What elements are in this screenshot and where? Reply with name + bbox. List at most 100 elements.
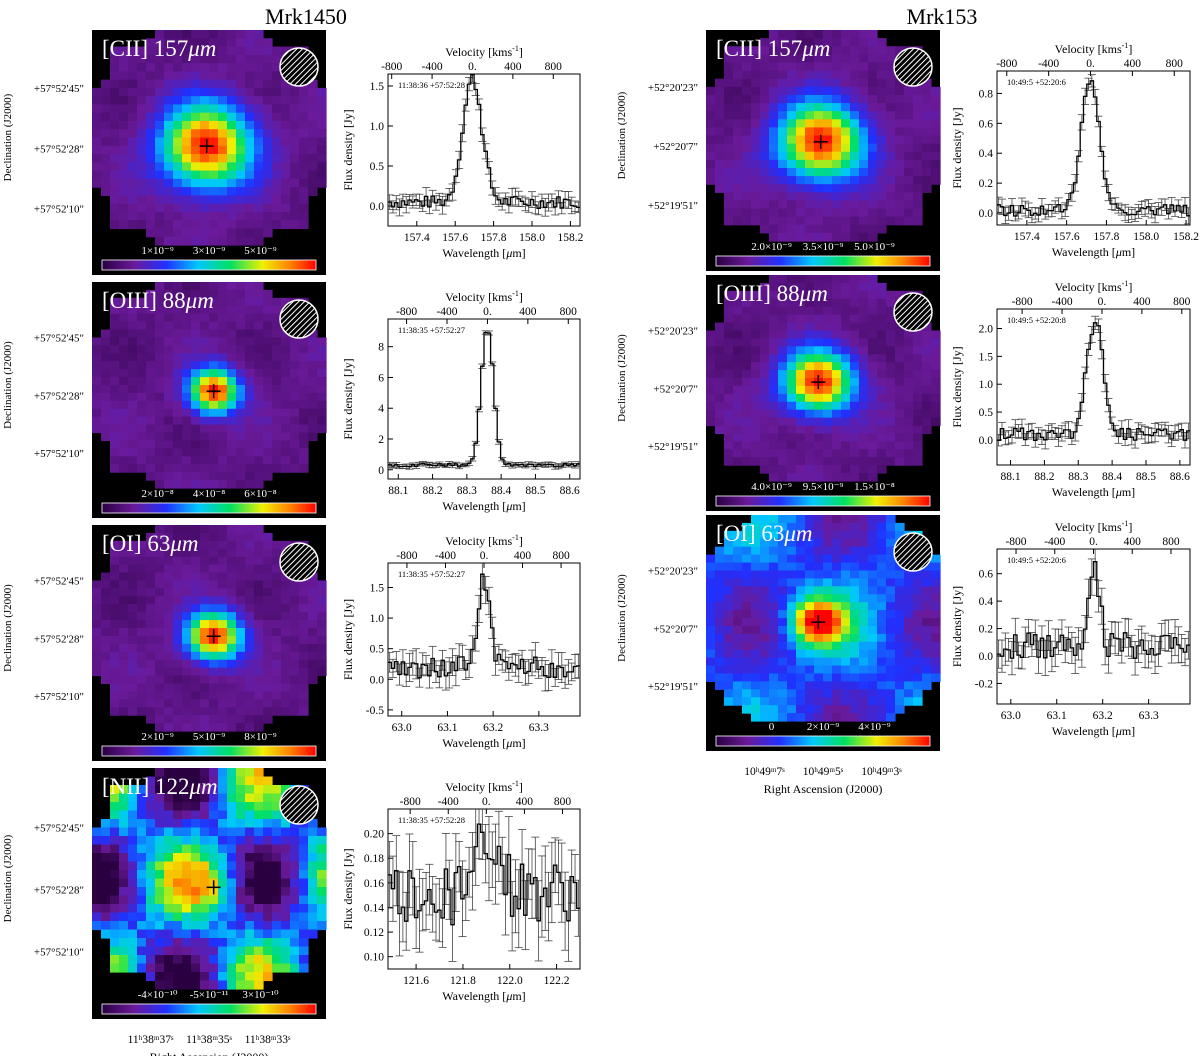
map-pixel	[913, 673, 923, 682]
map-pixel	[137, 400, 147, 410]
map-pixel	[146, 63, 156, 72]
y-tick-label: 0.5	[370, 644, 385, 656]
map-pixel	[263, 604, 273, 613]
map-pixel	[796, 618, 806, 627]
map-pixel	[101, 178, 111, 188]
map-pixel	[715, 610, 725, 619]
map-pixel	[209, 71, 219, 81]
map-pixel	[164, 878, 174, 888]
map-pixel	[814, 167, 824, 177]
map-pixel	[299, 921, 309, 931]
map-pixel	[841, 151, 851, 161]
map-pixel	[173, 337, 183, 346]
map-pixel	[155, 827, 165, 837]
map-pixel	[877, 562, 887, 572]
map-pixel	[886, 425, 896, 435]
map-pixel	[182, 377, 192, 386]
map-pixel	[796, 594, 806, 603]
map-pixel	[110, 329, 120, 339]
map-pixel	[209, 104, 219, 114]
map-pixel	[200, 810, 210, 820]
declination-axis-label: Declination (J2000)	[2, 584, 14, 672]
map-pixel	[263, 659, 273, 669]
map-pixel	[308, 162, 318, 172]
map-pixel	[191, 861, 201, 871]
map-pixel	[832, 362, 842, 371]
map-pixel	[895, 665, 905, 675]
map-pixel	[832, 322, 842, 332]
map-pixel	[137, 604, 147, 613]
map-pixel	[841, 473, 851, 482]
map-pixel	[227, 912, 237, 922]
map-pixel	[218, 548, 228, 558]
map-pixel	[254, 580, 264, 589]
map-pixel	[886, 86, 896, 96]
map-pixel	[101, 572, 111, 582]
map-pixel	[137, 683, 147, 692]
map-pixel	[841, 449, 851, 458]
map-pixel	[769, 290, 779, 300]
map-pixel	[218, 236, 228, 246]
map-pixel	[101, 895, 111, 905]
map-pixel	[814, 586, 824, 595]
map-panel: [NII] 122μm-4×10⁻¹⁰ -5×10⁻¹¹ 3×10⁻¹⁰Declin…	[2, 768, 327, 1056]
map-pixel	[128, 556, 138, 566]
map-pixel	[119, 604, 129, 613]
map-pixel	[751, 441, 761, 450]
map-pixel	[877, 657, 887, 667]
map-pixel	[182, 604, 192, 613]
map-pixel	[218, 71, 228, 81]
map-pixel	[272, 129, 282, 139]
map-pixel	[245, 836, 255, 846]
map-pixel	[272, 345, 282, 354]
map-pixel	[254, 63, 264, 72]
map-pixel	[128, 46, 138, 56]
map-pixel	[814, 689, 824, 698]
map-pixel	[859, 224, 869, 234]
map-pixel	[110, 572, 120, 582]
map-pixel	[787, 192, 797, 202]
map-pixel	[724, 46, 734, 55]
map-pixel	[859, 176, 869, 185]
map-pixel	[299, 887, 309, 897]
map-pixel	[128, 154, 138, 163]
map-pixel	[931, 665, 941, 675]
map-pixel	[137, 63, 147, 72]
map-pixel	[218, 580, 228, 589]
map-pixel	[904, 602, 914, 611]
map-pixel	[760, 594, 770, 603]
map-pixel	[724, 697, 734, 706]
map-pixel	[895, 46, 905, 55]
map-pixel	[101, 659, 111, 669]
map-pixel	[886, 78, 896, 88]
map-pixel	[724, 135, 734, 145]
map-pixel	[209, 112, 219, 122]
map-pixel	[164, 137, 174, 147]
map-pixel	[245, 345, 255, 354]
map-pixel	[868, 570, 878, 579]
map-pixel	[760, 184, 770, 193]
map-pixel	[751, 633, 761, 643]
map-pixel	[263, 929, 273, 939]
map-pixel	[254, 651, 264, 661]
map-pixel	[299, 878, 309, 888]
map-pixel	[868, 62, 878, 72]
map-pixel	[272, 785, 282, 795]
map-pixel	[805, 346, 815, 355]
map-pixel	[317, 154, 327, 163]
map-pixel	[200, 448, 210, 457]
velocity-tick-label: -800	[381, 61, 402, 73]
map-pixel	[128, 887, 138, 897]
map-pixel	[751, 705, 761, 714]
map-pixel	[877, 618, 887, 627]
declination-tick-label: +52°19'51"	[648, 441, 698, 453]
map-pixel	[814, 697, 824, 706]
map-pixel	[164, 305, 174, 315]
map-pixel	[760, 192, 770, 202]
map-pixel	[805, 159, 815, 169]
map-pixel	[119, 345, 129, 354]
map-pixel	[299, 643, 309, 653]
map-pixel	[841, 362, 851, 371]
map-pixel	[119, 432, 129, 442]
